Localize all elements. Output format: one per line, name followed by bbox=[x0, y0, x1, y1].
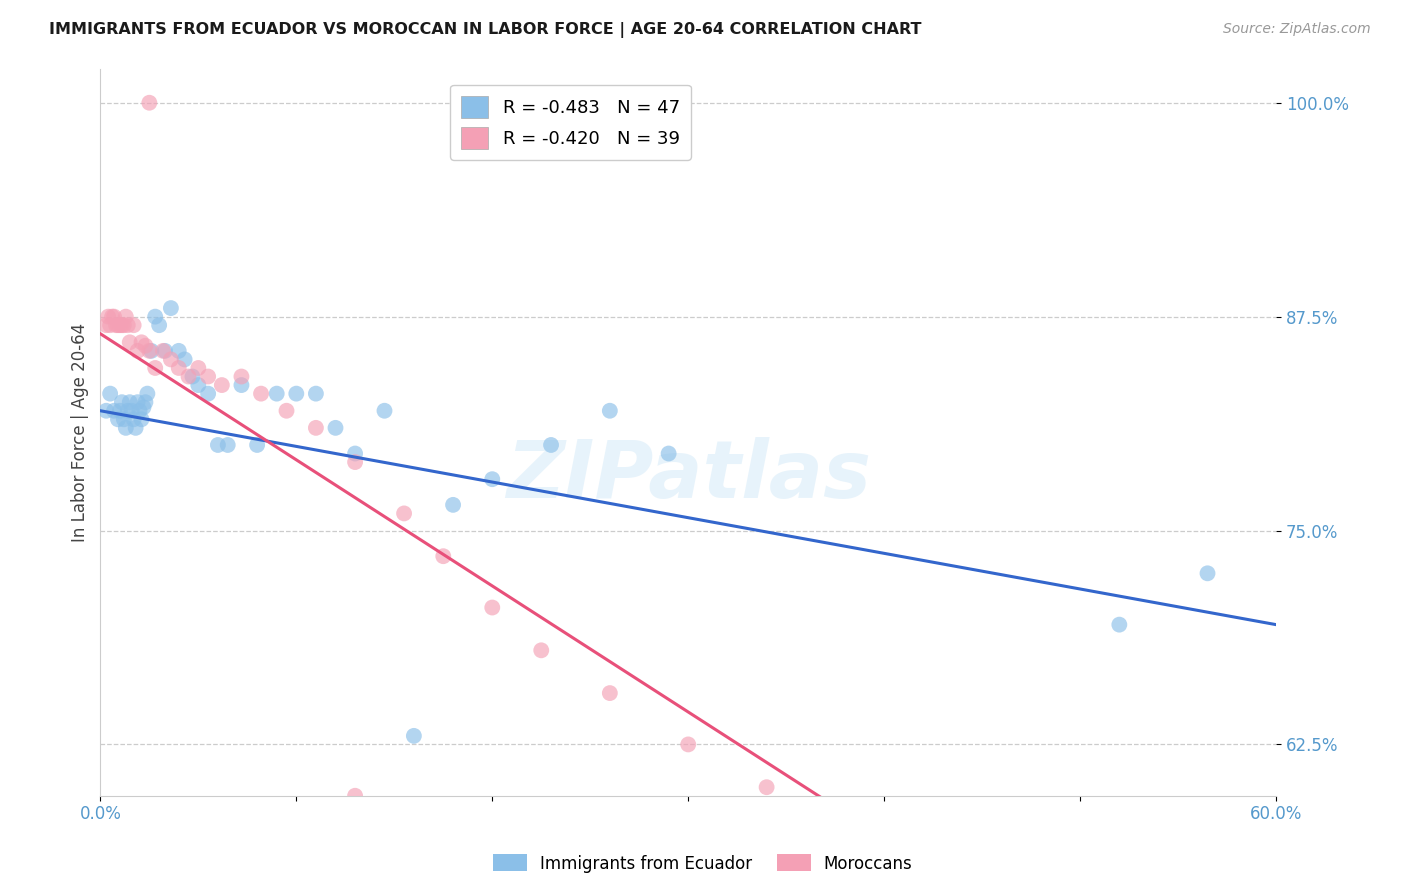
Point bbox=[124, 421, 146, 435]
Point bbox=[231, 378, 253, 392]
Point bbox=[207, 438, 229, 452]
Point bbox=[107, 412, 129, 426]
Point bbox=[136, 386, 159, 401]
Point bbox=[122, 318, 145, 333]
Point bbox=[122, 412, 145, 426]
Point bbox=[181, 369, 204, 384]
Point bbox=[153, 343, 176, 358]
Point bbox=[105, 318, 128, 333]
Point bbox=[98, 386, 121, 401]
Point bbox=[392, 840, 415, 855]
Point bbox=[432, 549, 454, 564]
Text: Source: ZipAtlas.com: Source: ZipAtlas.com bbox=[1223, 22, 1371, 37]
Point bbox=[128, 403, 150, 417]
Point bbox=[197, 369, 219, 384]
Point bbox=[540, 438, 562, 452]
Legend: R = -0.483   N = 47, R = -0.420   N = 39: R = -0.483 N = 47, R = -0.420 N = 39 bbox=[450, 85, 690, 160]
Point bbox=[167, 343, 190, 358]
Point bbox=[530, 643, 553, 657]
Point bbox=[1197, 566, 1219, 581]
Point bbox=[211, 378, 233, 392]
Point bbox=[276, 403, 298, 417]
Point bbox=[134, 395, 156, 409]
Point bbox=[138, 95, 160, 110]
Point bbox=[96, 318, 118, 333]
Point bbox=[98, 318, 121, 333]
Point bbox=[131, 335, 153, 350]
Point bbox=[97, 310, 120, 324]
Point bbox=[344, 789, 367, 803]
Point bbox=[373, 403, 395, 417]
Point bbox=[599, 403, 621, 417]
Point bbox=[127, 395, 149, 409]
Point bbox=[121, 403, 143, 417]
Point bbox=[599, 686, 621, 700]
Point bbox=[152, 343, 174, 358]
Point bbox=[141, 343, 163, 358]
Y-axis label: In Labor Force | Age 20-64: In Labor Force | Age 20-64 bbox=[72, 323, 89, 541]
Point bbox=[231, 369, 253, 384]
Point bbox=[148, 318, 170, 333]
Point bbox=[118, 395, 141, 409]
Point bbox=[344, 446, 367, 460]
Point bbox=[108, 318, 131, 333]
Point bbox=[143, 361, 166, 376]
Point bbox=[325, 421, 347, 435]
Point bbox=[103, 310, 125, 324]
Point bbox=[250, 386, 273, 401]
Point bbox=[160, 301, 183, 315]
Point bbox=[131, 412, 153, 426]
Point bbox=[285, 386, 308, 401]
Point bbox=[111, 318, 134, 333]
Point bbox=[132, 401, 155, 415]
Text: IMMIGRANTS FROM ECUADOR VS MOROCCAN IN LABOR FORCE | AGE 20-64 CORRELATION CHART: IMMIGRANTS FROM ECUADOR VS MOROCCAN IN L… bbox=[49, 22, 922, 38]
Point bbox=[117, 403, 139, 417]
Point bbox=[305, 386, 328, 401]
Point bbox=[187, 378, 209, 392]
Point bbox=[246, 438, 269, 452]
Point bbox=[266, 386, 288, 401]
Point bbox=[305, 421, 328, 435]
Point bbox=[402, 729, 425, 743]
Point bbox=[108, 403, 131, 417]
Point bbox=[187, 361, 209, 376]
Point bbox=[173, 352, 195, 367]
Point bbox=[441, 498, 464, 512]
Point bbox=[197, 386, 219, 401]
Point bbox=[834, 822, 856, 837]
Point bbox=[344, 455, 367, 469]
Point bbox=[134, 339, 156, 353]
Point bbox=[117, 318, 139, 333]
Point bbox=[481, 472, 503, 486]
Point bbox=[143, 310, 166, 324]
Point bbox=[432, 883, 454, 892]
Point bbox=[118, 335, 141, 350]
Point bbox=[138, 343, 160, 358]
Point bbox=[481, 600, 503, 615]
Point bbox=[160, 352, 183, 367]
Point bbox=[103, 403, 125, 417]
Point bbox=[112, 412, 135, 426]
Point bbox=[755, 780, 778, 795]
Point bbox=[217, 438, 239, 452]
Point bbox=[101, 310, 124, 324]
Point bbox=[1108, 617, 1130, 632]
Point bbox=[177, 369, 200, 384]
Point bbox=[96, 403, 118, 417]
Point bbox=[676, 738, 699, 752]
Text: ZIPatlas: ZIPatlas bbox=[506, 437, 870, 515]
Point bbox=[111, 395, 134, 409]
Point bbox=[107, 318, 129, 333]
Point bbox=[112, 318, 135, 333]
Point bbox=[167, 361, 190, 376]
Point bbox=[658, 446, 681, 460]
Point bbox=[114, 310, 136, 324]
Point bbox=[392, 507, 415, 521]
Legend: Immigrants from Ecuador, Moroccans: Immigrants from Ecuador, Moroccans bbox=[486, 847, 920, 880]
Point bbox=[127, 343, 149, 358]
Point bbox=[114, 421, 136, 435]
